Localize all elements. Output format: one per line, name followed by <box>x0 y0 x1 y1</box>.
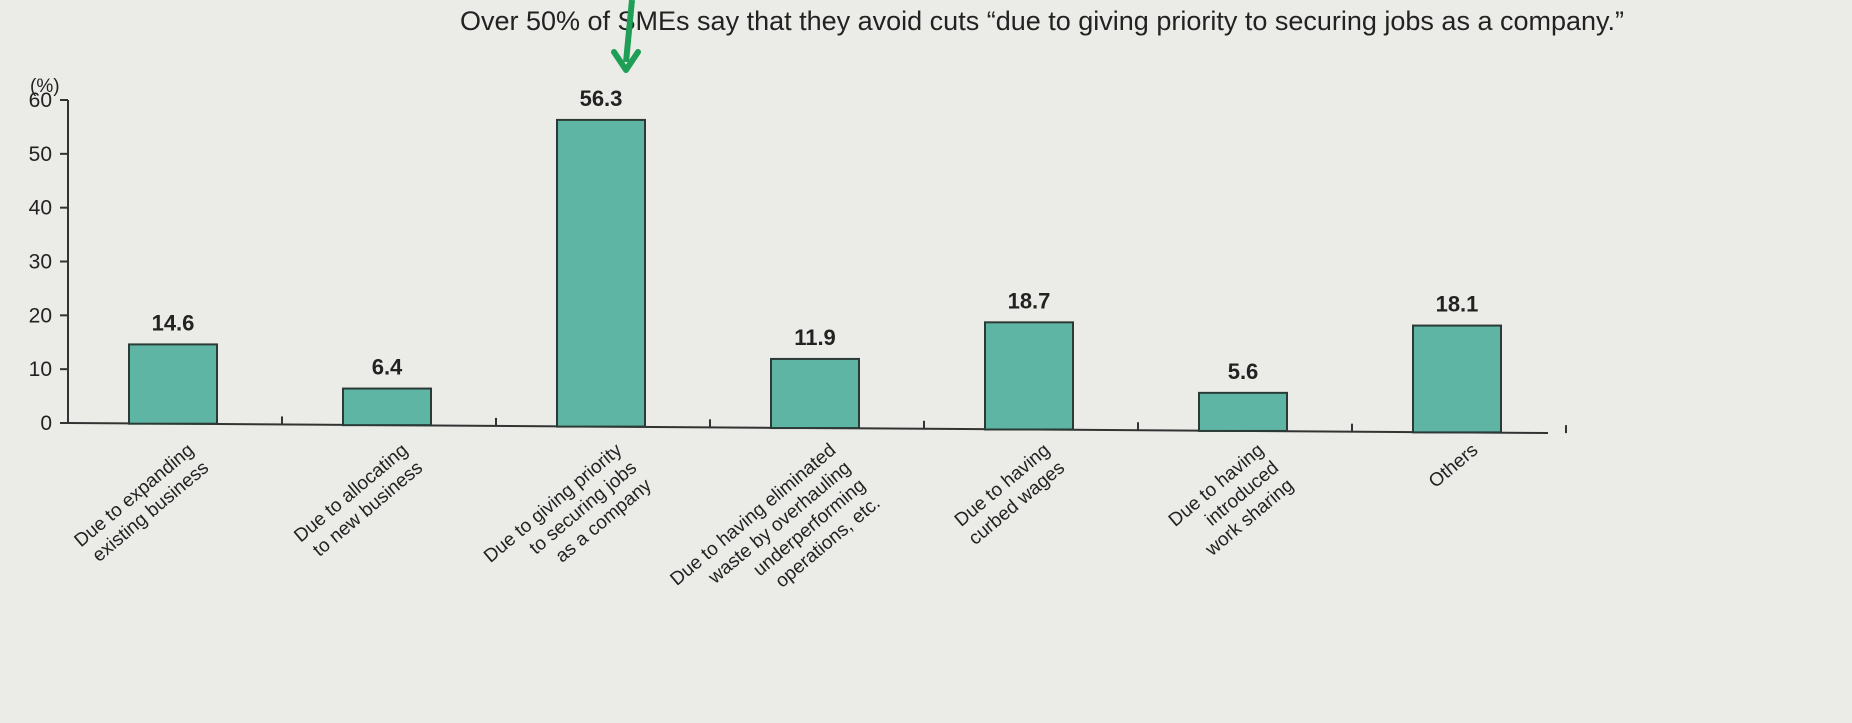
bar-value-label: 6.4 <box>372 355 403 380</box>
y-tick-label: 10 <box>29 358 52 381</box>
bar-value-label: 18.7 <box>1008 288 1051 313</box>
y-tick-label: 0 <box>40 412 52 435</box>
category-label-line: Others <box>1425 440 1482 493</box>
arrow-shaft <box>623 0 635 63</box>
category-label: Others <box>1425 440 1482 493</box>
highlight-arrow-icon <box>611 0 641 73</box>
y-tick-label: 50 <box>29 143 52 166</box>
y-tick-label: 30 <box>29 251 52 274</box>
data-labels: 14.6 6.4 56.3 11.9 18.7 5.6 18.1 <box>152 86 1479 384</box>
bar <box>342 387 432 427</box>
bar <box>1198 391 1288 432</box>
bar-value-label: 14.6 <box>152 310 195 335</box>
y-tick-label: 60 <box>29 89 52 112</box>
bar-value-label: 18.1 <box>1436 292 1479 317</box>
bar <box>1412 324 1502 434</box>
y-axis: 0 10 20 30 40 50 60 <box>29 89 69 435</box>
bar-value-label: 11.9 <box>794 325 836 350</box>
bar <box>128 343 218 425</box>
bar-value-label: 5.6 <box>1228 359 1259 384</box>
y-axis-unit-label: (%) <box>30 76 60 97</box>
chart-title: Over 50% of SMEs say that they avoid cut… <box>460 6 1624 36</box>
bar <box>770 357 860 430</box>
y-tick-label: 20 <box>29 304 52 327</box>
bar <box>984 321 1074 431</box>
bar-series <box>128 118 1502 434</box>
arrow-head <box>611 49 641 73</box>
y-tick-label: 40 <box>29 197 52 220</box>
bar-value-label: 56.3 <box>580 86 623 111</box>
bar <box>556 118 646 428</box>
